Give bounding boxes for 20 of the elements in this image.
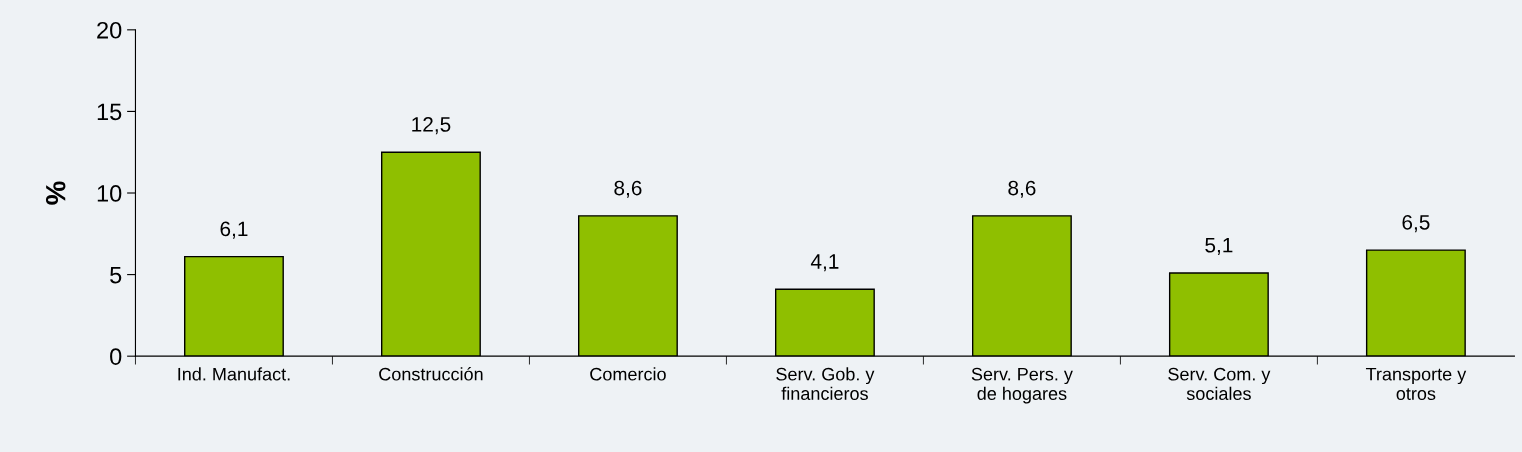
- x-tick-label: Comercio: [590, 367, 666, 381]
- data-label: 8,6: [614, 180, 642, 198]
- data-label: 12,5: [412, 117, 451, 135]
- y-tick-label: 20: [97, 21, 122, 39]
- y-tick-label: 10: [97, 185, 122, 202]
- x-tick-label: Serv. Pers. y de hogares: [971, 367, 1073, 404]
- data-label: 8,6: [1008, 180, 1036, 198]
- y-tick-label: 15: [97, 103, 122, 121]
- data-label: 6,5: [1402, 214, 1430, 233]
- data-label: 5,1: [1205, 237, 1233, 255]
- x-tick-label: Construcción: [379, 367, 483, 381]
- x-tick-label: Transporte y otros: [1365, 367, 1467, 400]
- y-tick-label: 0: [110, 348, 122, 365]
- y-tick-label: 5: [110, 266, 122, 284]
- data-label: 6,1: [220, 221, 248, 239]
- x-tick-label: Serv. Com. y sociales: [1168, 367, 1271, 400]
- y-axis-title: %: [45, 181, 66, 205]
- x-tick-label: Serv. Gob. y financieros: [776, 367, 875, 400]
- data-label: 4,1: [810, 254, 839, 272]
- x-tick-label: Ind. Manufact.: [178, 367, 290, 381]
